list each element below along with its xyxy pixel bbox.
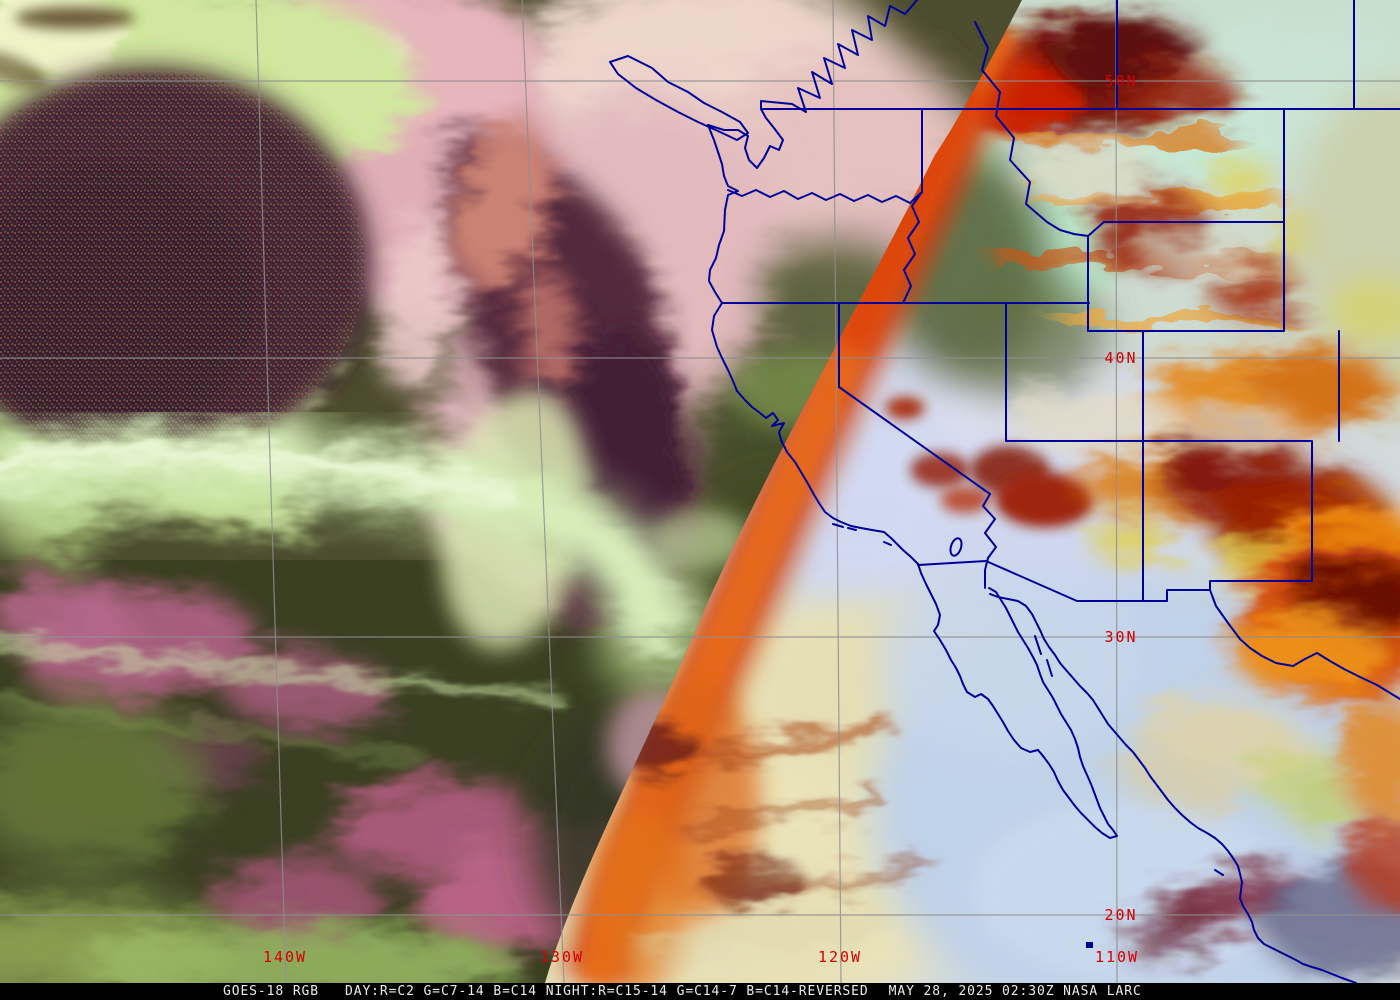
gridline-110w — [1115, 0, 1118, 983]
timestamp-label: MAY 28, 2025 02:30Z NASA LARC — [888, 984, 1142, 999]
us-mexico-border — [917, 560, 1211, 602]
socorro-island — [1086, 942, 1093, 948]
lon-label-130w: 130W — [540, 948, 584, 966]
state-borders — [721, 21, 1340, 602]
lon-label-140w: 140W — [263, 948, 307, 966]
lat-label-30n: 30N — [1104, 628, 1137, 646]
gridline-120w — [832, 0, 842, 983]
lat-label-20n: 20N — [1104, 906, 1137, 924]
salton-sea — [949, 537, 963, 557]
grid-labels: 50N 40N 30N 20N 140W 130W 120W 110W — [263, 72, 1139, 966]
colorado-river — [982, 493, 997, 589]
gulf-islands — [1034, 635, 1224, 876]
lon-label-120w: 120W — [818, 948, 862, 966]
rio-grande — [1209, 589, 1400, 700]
lon-label-110w: 110W — [1095, 948, 1139, 966]
lat-label-50n: 50N — [1104, 72, 1137, 90]
status-bar: GOES-18 RGB DAY:R=C2 G=C7-14 B=C14 NIGHT… — [0, 983, 1400, 1000]
coastline-mexico — [989, 593, 1357, 983]
lat-label-40n: 40N — [1104, 349, 1137, 367]
vancouver-island — [609, 55, 749, 141]
coastline — [707, 0, 919, 565]
product-label: GOES-18 RGB — [223, 984, 319, 999]
channel-recipe-label: DAY:R=C2 G=C7-14 B=C14 NIGHT:R=C15-14 G=… — [345, 984, 869, 999]
map-boundaries — [609, 0, 1400, 983]
prairie-borders — [1116, 0, 1355, 110]
coastline-baja — [917, 563, 1118, 839]
channel-islands — [832, 523, 892, 546]
